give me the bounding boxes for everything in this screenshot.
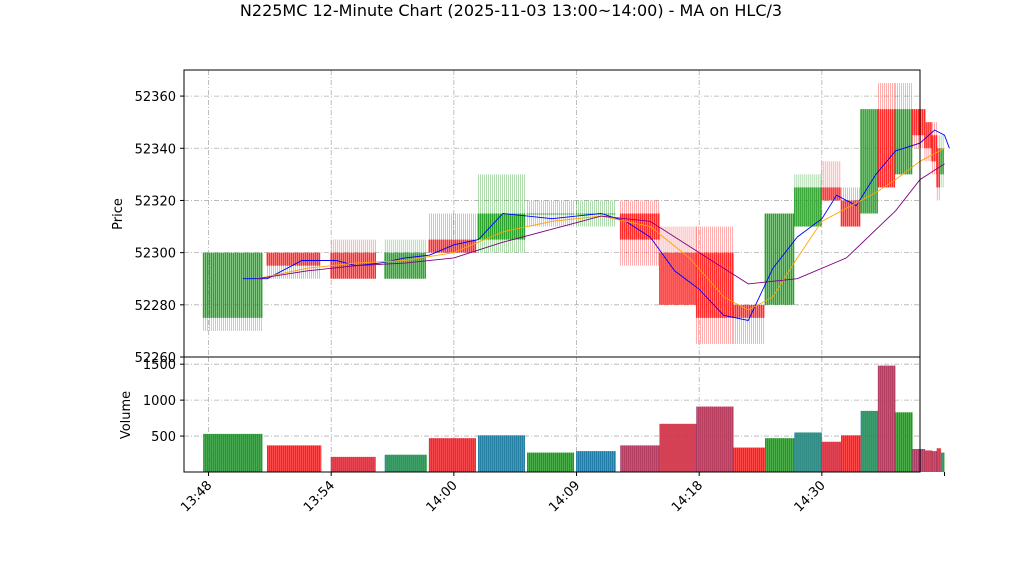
volume-bar-fill <box>794 432 822 472</box>
volume-bar <box>203 433 263 472</box>
time-tick-label: 14:09 <box>546 478 583 515</box>
time-tick-label: 14:00 <box>424 478 461 515</box>
candle <box>940 135 944 188</box>
volume-bar <box>266 445 322 472</box>
time-tick-label: 13:54 <box>301 478 338 515</box>
candle <box>619 200 660 266</box>
candle <box>840 187 861 227</box>
volume-bar <box>733 447 766 472</box>
price-tick-label: 52300 <box>135 247 176 262</box>
volume-bars <box>203 365 945 472</box>
volume-bar <box>330 456 376 472</box>
candle <box>794 174 822 227</box>
volume-bar <box>841 435 862 472</box>
volume-tick-label: 500 <box>151 430 176 445</box>
volume-tick-label: 1500 <box>143 358 176 373</box>
volume-y-axis: 500 1000 1500 <box>143 358 184 445</box>
candle <box>877 83 896 188</box>
volume-bar <box>931 451 938 472</box>
price-tick-label: 52340 <box>135 142 176 157</box>
candle <box>575 200 616 227</box>
volume-bar <box>764 438 795 472</box>
volume-panel-frame <box>183 356 921 473</box>
volume-bar-fill <box>267 445 322 472</box>
volume-bar <box>936 448 942 472</box>
volume-axis-label: Volume <box>119 391 134 439</box>
volume-bar <box>620 445 660 472</box>
volume-bar <box>696 406 734 472</box>
candle <box>330 239 377 279</box>
volume-bar <box>895 412 913 472</box>
volume-bar <box>384 454 427 472</box>
candle <box>894 83 913 175</box>
volume-bar <box>877 365 896 472</box>
price-tick-label: 52280 <box>135 299 176 314</box>
volume-bar <box>924 450 933 472</box>
price-axis-label: Price <box>111 198 126 230</box>
candle <box>477 174 526 253</box>
candle <box>924 122 932 162</box>
candle <box>911 109 926 149</box>
volume-bar <box>527 452 575 472</box>
volume-bar <box>912 449 926 472</box>
volume-bar <box>821 441 842 472</box>
volume-bar-fill <box>861 410 879 472</box>
time-tick-label: 14:30 <box>792 478 829 515</box>
candle <box>764 213 795 305</box>
volume-bar <box>794 432 822 472</box>
time-x-axis: 13:48 13:54 14:00 14:09 14:18 14:30 <box>178 472 946 515</box>
candle <box>695 226 734 344</box>
moving-average-line <box>257 147 945 311</box>
volume-bar <box>477 435 526 472</box>
candle <box>821 161 841 201</box>
time-tick-label: 13:48 <box>178 478 215 515</box>
volume-bar-fill <box>932 451 938 472</box>
moving-average-line <box>257 163 945 285</box>
volume-bar-fill <box>765 438 795 472</box>
candle <box>860 109 878 214</box>
moving-average-line <box>242 129 950 322</box>
price-tick-label: 52260 <box>135 351 176 366</box>
volume-bar <box>428 438 476 472</box>
volume-bar <box>860 410 879 472</box>
price-tick-label: 52320 <box>135 194 176 209</box>
volume-bar-fill <box>895 412 913 472</box>
moving-average-lines <box>242 129 950 322</box>
price-y-axis: 52260 52280 52300 52320 52340 52360 <box>135 90 184 366</box>
volume-bar <box>659 423 697 472</box>
volume-tick-label: 1000 <box>143 394 176 409</box>
time-tick-label: 14:18 <box>669 478 706 515</box>
volume-bar-fill <box>878 365 896 472</box>
candle <box>526 200 575 227</box>
volume-bar <box>576 451 616 472</box>
price-tick-label: 52360 <box>135 90 176 105</box>
candle <box>266 252 321 279</box>
candle <box>202 252 263 331</box>
volume-bar <box>940 452 945 472</box>
candle <box>732 304 765 344</box>
candle <box>384 239 426 279</box>
chart-title: N225MC 12-Minute Chart (2025-11-03 13:00… <box>240 1 782 20</box>
